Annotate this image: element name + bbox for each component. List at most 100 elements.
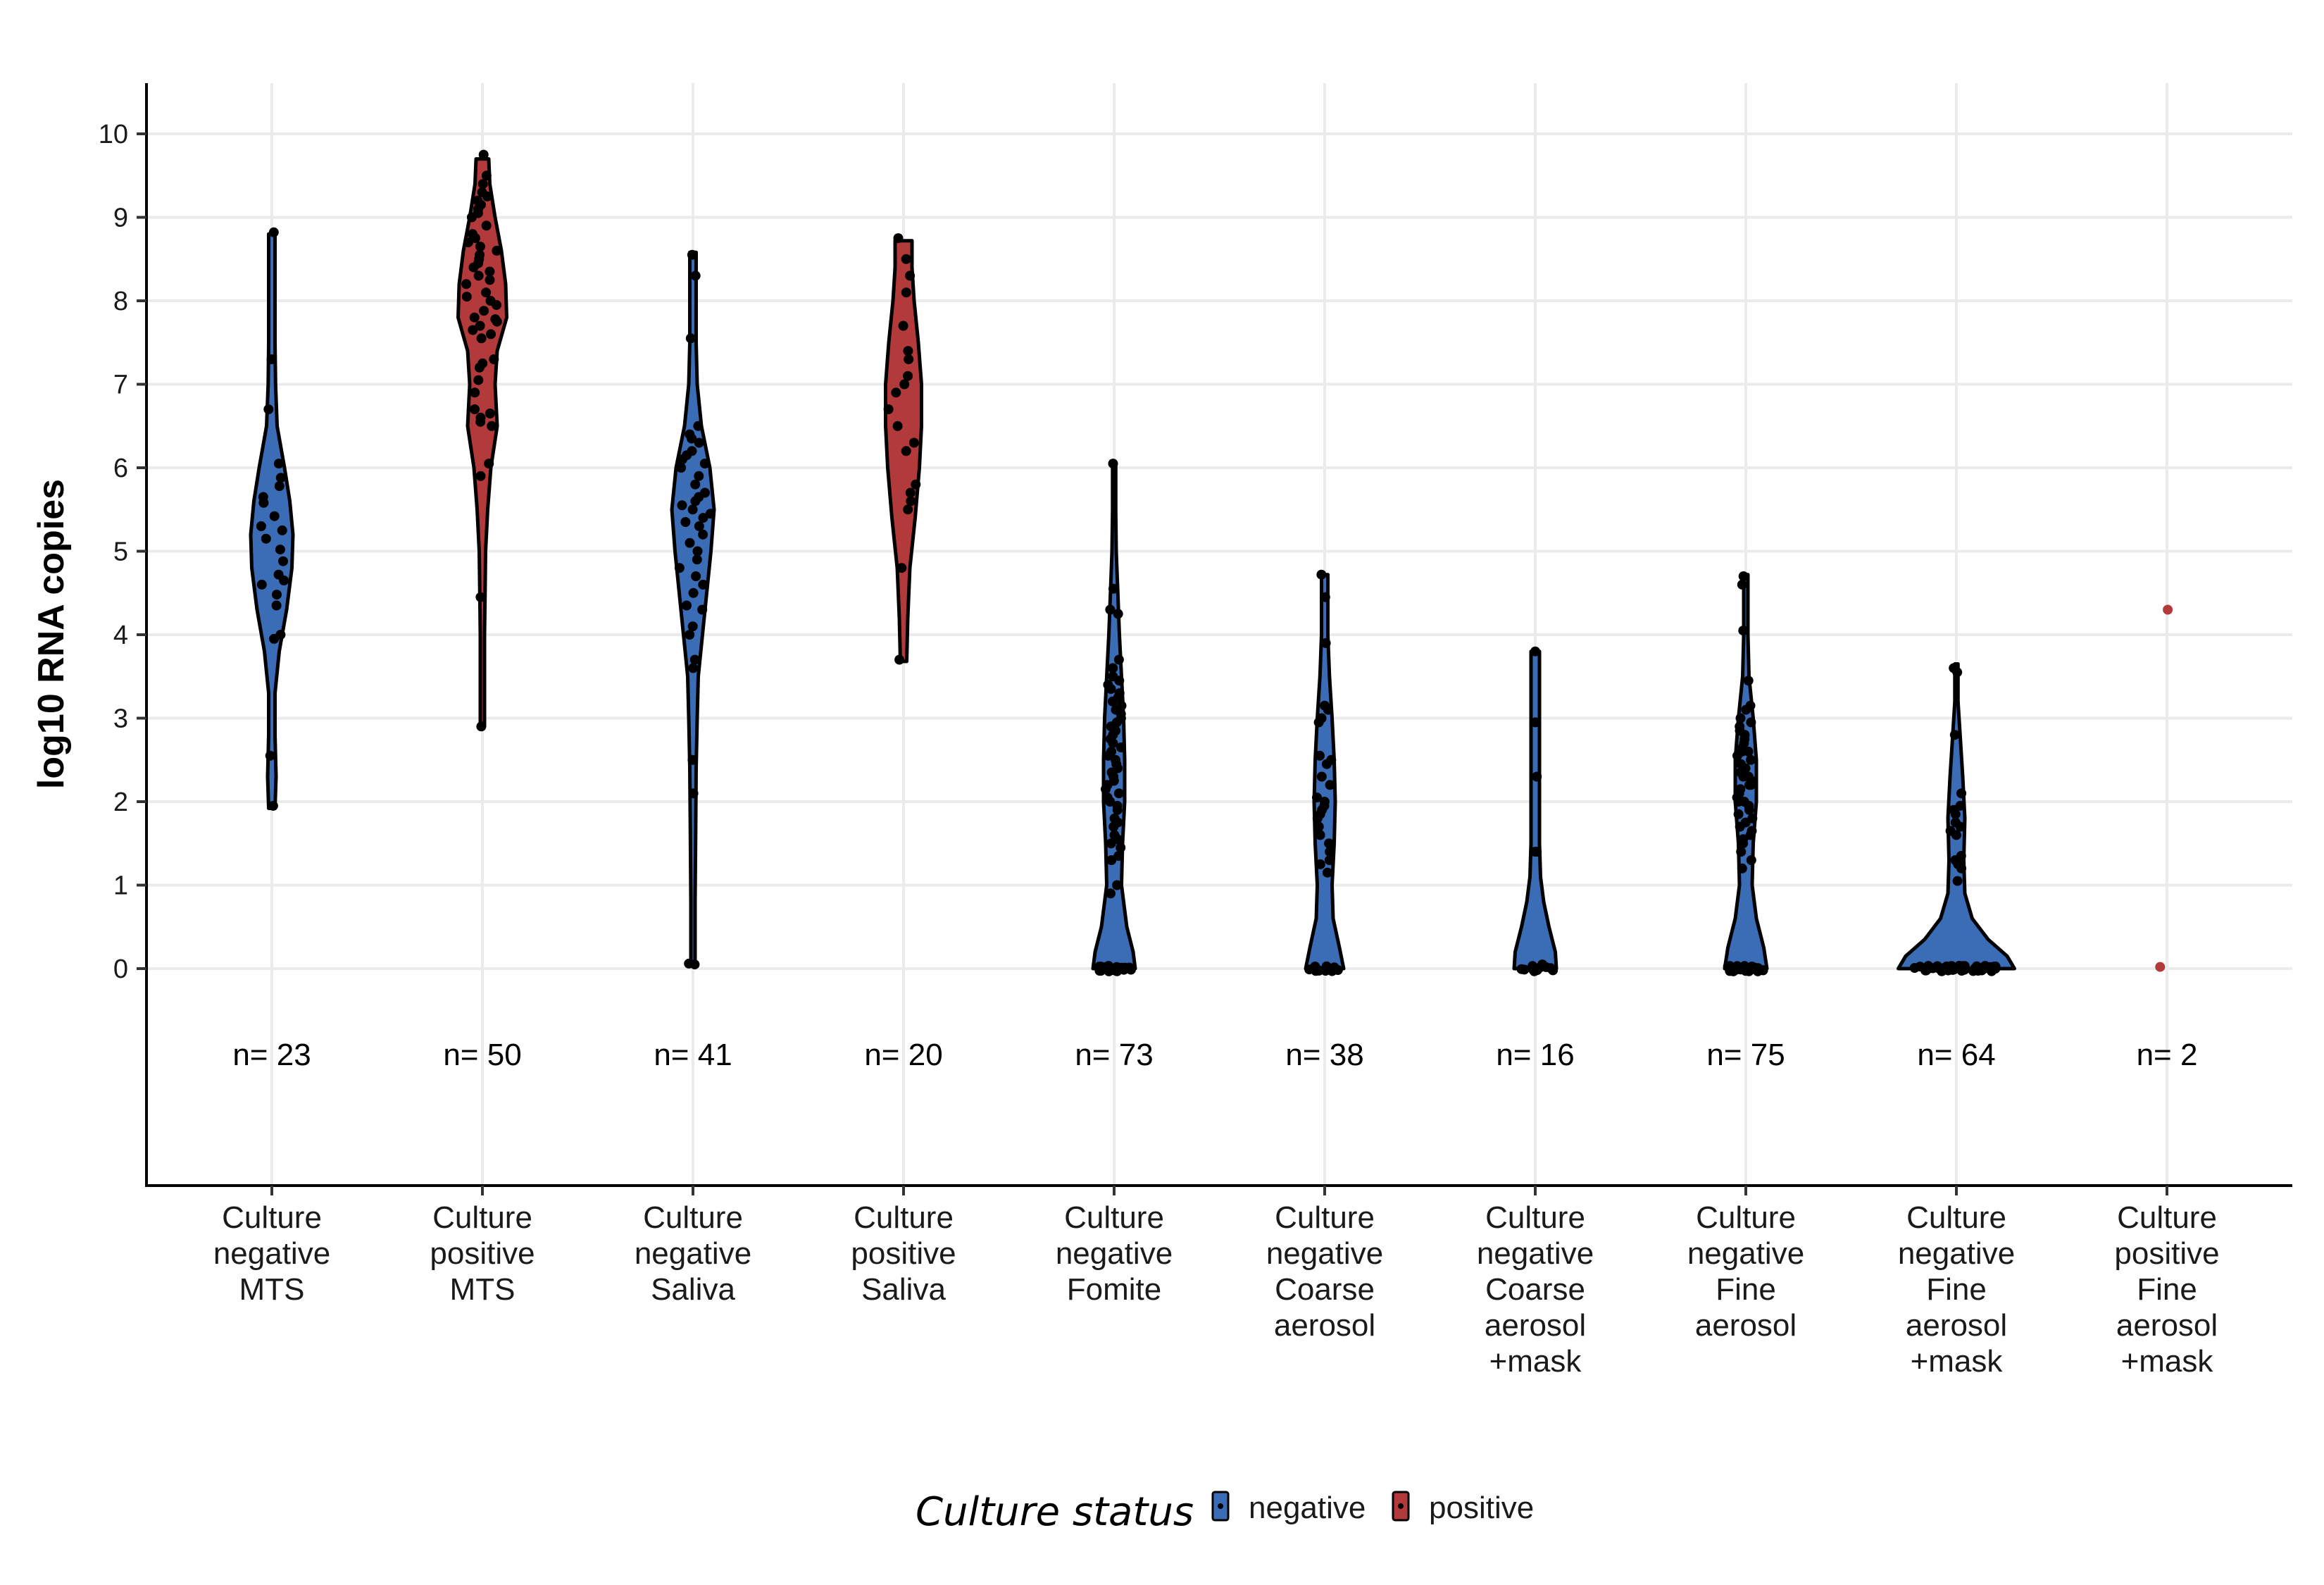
- data-point: [1743, 676, 1754, 686]
- data-point: [470, 387, 480, 398]
- data-point: [481, 220, 492, 231]
- data-point: [1950, 817, 1961, 828]
- data-point: [1519, 964, 1530, 975]
- data-point: [1108, 583, 1118, 594]
- data-point: [479, 306, 489, 316]
- x-category-label-4-line-0: Culture: [1064, 1200, 1164, 1235]
- data-point: [275, 630, 286, 640]
- data-point: [1124, 962, 1135, 973]
- data-point: [1109, 813, 1120, 823]
- x-category-label-1-line-2: MTS: [450, 1272, 516, 1307]
- data-point: [1108, 821, 1119, 832]
- data-point: [1956, 851, 1966, 861]
- data-point: [1736, 847, 1747, 857]
- data-point: [256, 579, 267, 590]
- x-category-label-5-line-3: aerosol: [1274, 1308, 1375, 1343]
- data-point: [477, 358, 488, 368]
- data-point: [692, 546, 703, 557]
- data-point: [1738, 771, 1749, 782]
- y-tick-label-7: 7: [113, 371, 128, 400]
- data-point: [1733, 809, 1744, 819]
- y-tick-label-0: 0: [113, 955, 128, 984]
- data-point: [898, 321, 908, 331]
- data-point: [1111, 754, 1120, 765]
- data-point: [1754, 964, 1764, 975]
- violin-6: [1512, 649, 1558, 971]
- sample-size-labels: n= 23 n= 50 n= 41 n= 20 n= 73 n= 38 n= 16 n= 75…: [232, 1038, 2197, 1072]
- data-point: [1937, 966, 1947, 976]
- data-point: [677, 500, 687, 511]
- n-label-7: n= 75: [1706, 1038, 1785, 1072]
- data-point: [698, 579, 708, 590]
- data-point: [687, 504, 698, 515]
- n-label-0: n= 23: [232, 1038, 311, 1072]
- data-point: [1106, 855, 1117, 865]
- data-point: [275, 545, 285, 555]
- x-category-label-8-line-0: Culture: [1906, 1200, 2006, 1235]
- data-point: [690, 271, 701, 281]
- legend-label-positive: positive: [1429, 1491, 1534, 1525]
- legend-title: Culture status: [916, 1489, 1194, 1535]
- x-category-label-3-line-0: Culture: [854, 1200, 954, 1235]
- data-point: [1111, 717, 1122, 728]
- data-point: [676, 463, 687, 473]
- x-category-label-1-line-0: Culture: [432, 1200, 532, 1235]
- data-point: [688, 588, 699, 598]
- data-point: [1737, 863, 1747, 874]
- data-point: [490, 314, 501, 325]
- y-axis-title: log10 RNA copies: [31, 479, 72, 789]
- data-point: [1325, 780, 1335, 790]
- x-category-label-6-line-3: aerosol: [1485, 1308, 1586, 1343]
- data-point: [894, 654, 905, 665]
- data-point: [685, 333, 696, 344]
- data-point: [2163, 604, 2173, 615]
- data-point: [687, 754, 698, 765]
- data-points: [256, 149, 2173, 976]
- n-label-6: n= 16: [1496, 1038, 1574, 1072]
- data-point: [473, 195, 483, 206]
- data-point: [688, 663, 699, 673]
- data-point: [699, 459, 710, 469]
- n-label-9: n= 2: [2137, 1038, 2198, 1072]
- data-point: [1106, 734, 1116, 745]
- data-point: [1959, 961, 1970, 971]
- data-point: [1112, 834, 1123, 845]
- data-point: [705, 509, 716, 519]
- x-category-label-3-line-1: positive: [851, 1236, 956, 1271]
- data-point: [680, 517, 691, 527]
- data-point: [266, 354, 277, 364]
- data-point: [904, 354, 914, 364]
- data-point: [1106, 888, 1116, 899]
- data-point: [1108, 663, 1118, 673]
- data-point: [1114, 676, 1125, 686]
- n-label-2: n= 41: [654, 1038, 732, 1072]
- data-point: [685, 537, 695, 548]
- data-point: [1113, 851, 1124, 861]
- data-point: [1746, 754, 1756, 765]
- data-point: [269, 511, 280, 521]
- data-point: [470, 404, 480, 414]
- data-point: [256, 521, 266, 531]
- y-tick-label-3: 3: [113, 704, 128, 734]
- x-category-label-8-line-4: +mask: [1911, 1344, 2004, 1379]
- n-label-4: n= 73: [1075, 1038, 1153, 1072]
- data-point: [1738, 571, 1749, 581]
- data-point: [1735, 721, 1745, 732]
- x-category-label-8-line-1: negative: [1898, 1236, 2015, 1271]
- data-point: [1738, 763, 1749, 773]
- data-point: [275, 473, 286, 483]
- data-point: [1988, 962, 1999, 972]
- data-point: [692, 554, 702, 565]
- data-point: [1108, 459, 1118, 469]
- data-point: [1955, 800, 1966, 811]
- x-category-label-7-line-2: Fine: [1716, 1272, 1776, 1307]
- n-label-8: n= 64: [1917, 1038, 1995, 1072]
- x-category-label-8-line-2: Fine: [1926, 1272, 1987, 1307]
- data-point: [475, 249, 485, 260]
- data-point: [484, 459, 494, 469]
- data-point: [690, 479, 701, 490]
- x-category-label-5-line-0: Culture: [1275, 1200, 1375, 1235]
- data-point: [687, 433, 697, 444]
- data-point: [1915, 962, 1925, 972]
